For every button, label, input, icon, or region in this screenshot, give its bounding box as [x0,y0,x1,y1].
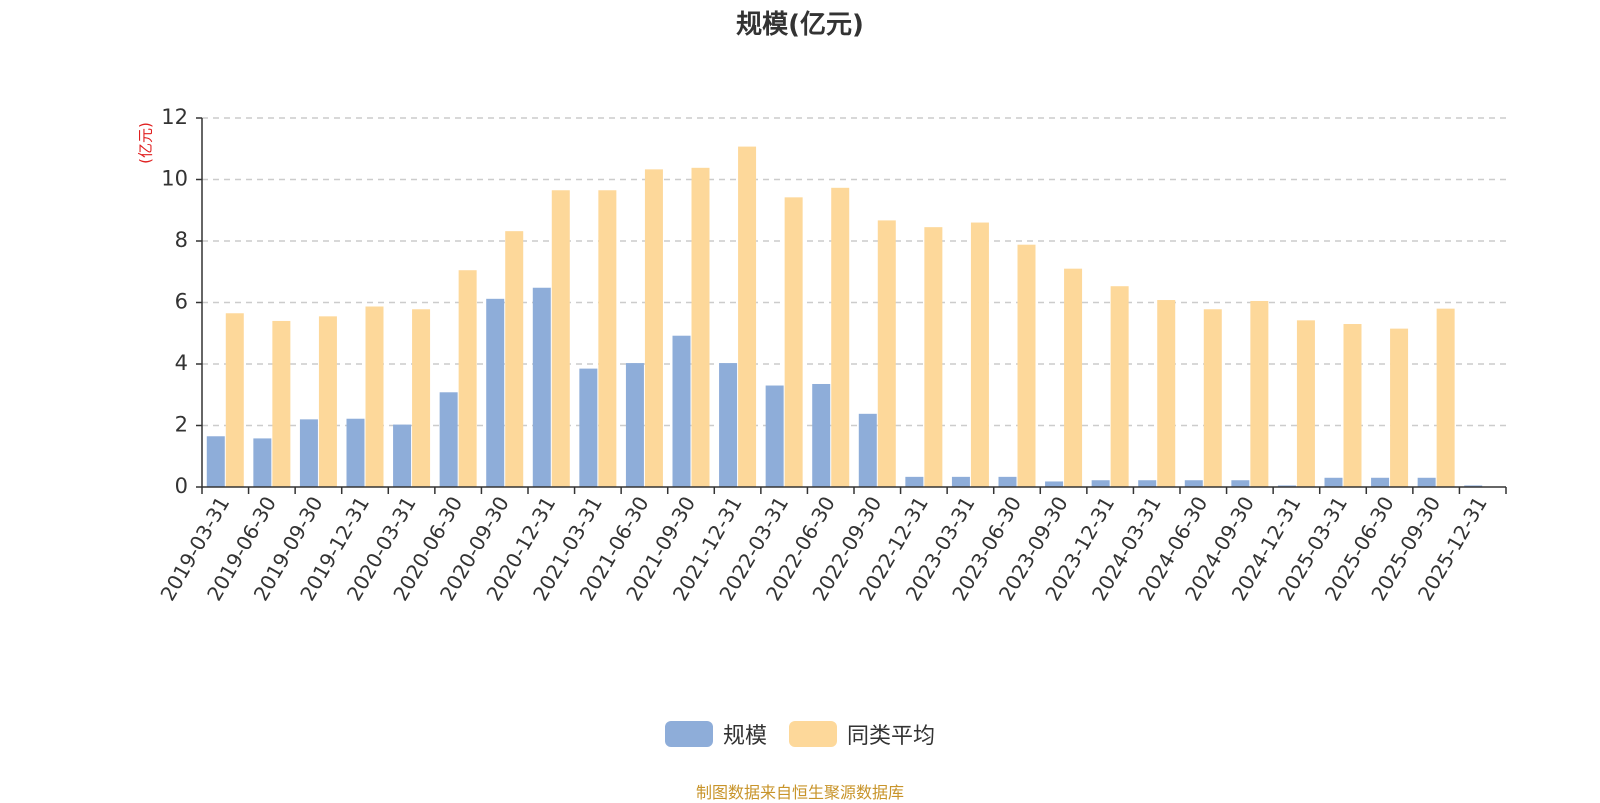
bar-peer-average[interactable] [1436,308,1455,487]
bar-peer-average[interactable] [365,306,384,487]
y-tick-label: 2 [175,413,188,437]
bar-peer-average[interactable] [318,316,337,487]
bar-scale[interactable] [1417,477,1436,487]
bar-peer-average[interactable] [691,167,710,487]
bar-peer-average[interactable] [505,231,524,487]
legend: 规模 同类平均 [0,718,1600,750]
bar-peer-average[interactable] [1017,244,1036,487]
bar-scale[interactable] [1045,481,1064,487]
bar-peer-average[interactable] [831,187,850,488]
bar-peer-average[interactable] [458,270,477,487]
bar-scale[interactable] [532,287,551,487]
chart-title: 规模(亿元) [736,10,864,40]
bar-peer-average[interactable] [1390,328,1409,487]
bar-peer-average[interactable] [644,169,663,488]
bar-scale[interactable] [346,418,365,487]
bar-peer-average[interactable] [225,313,244,487]
bar-scale[interactable] [1371,477,1390,487]
bar-scale[interactable] [905,476,924,487]
bar-scale[interactable] [858,413,877,487]
source-note: 制图数据来自恒生聚源数据库 [695,783,904,802]
bar-scale[interactable] [1138,480,1157,487]
bar-scale[interactable] [253,438,272,487]
y-tick-label: 0 [175,474,188,498]
y-tick-label: 6 [175,290,188,314]
y-axis-unit-label: (亿元) [137,122,155,164]
bar-peer-average[interactable] [1157,300,1176,487]
bar-peer-average[interactable] [1296,320,1315,487]
bar-peer-average[interactable] [412,309,431,487]
bar-peer-average[interactable] [272,320,291,487]
bar-scale[interactable] [1277,485,1296,487]
legend-item-scale[interactable]: 规模 [664,718,767,750]
legend-swatch-scale [664,721,713,747]
y-tick-label: 12 [161,105,188,129]
bar-peer-average[interactable] [551,190,570,487]
bar-peer-average[interactable] [738,146,757,487]
bar-scale[interactable] [1231,480,1250,487]
y-tick-label: 8 [175,228,188,252]
bar-scale[interactable] [625,363,644,487]
bar-scale[interactable] [672,335,691,487]
bar-peer-average[interactable] [924,227,943,487]
bar-scale[interactable] [719,363,738,487]
bar-scale[interactable] [393,424,412,487]
bar-scale[interactable] [812,383,831,487]
gridlines [202,117,1506,427]
bar-scale[interactable] [765,385,784,487]
bars [206,146,1483,488]
bar-scale[interactable] [1184,480,1203,487]
bar-scale[interactable] [998,476,1017,487]
bar-scale[interactable] [579,368,598,487]
bar-scale[interactable] [1324,477,1343,487]
bar-scale[interactable] [206,436,225,487]
bar-scale[interactable] [299,419,318,487]
bar-peer-average[interactable] [1064,268,1083,487]
y-tick-label: 4 [175,351,188,375]
bar-peer-average[interactable] [598,190,617,487]
axes [196,117,1507,494]
legend-label-peer-average: 同类平均 [847,724,936,749]
bar-scale[interactable] [951,476,970,487]
legend-swatch-peer-average [789,721,837,747]
legend-label-scale: 规模 [722,724,767,749]
bar-peer-average[interactable] [970,222,989,488]
bar-peer-average[interactable] [1203,309,1222,487]
bar-peer-average[interactable] [1250,300,1269,487]
bar-scale[interactable] [1091,480,1110,487]
bar-scale[interactable] [1464,485,1483,487]
bar-peer-average[interactable] [784,197,803,487]
y-tick-label: 10 [161,167,188,191]
bar-peer-average[interactable] [1110,286,1129,487]
legend-item-peer-average[interactable]: 同类平均 [789,718,935,750]
bar-scale[interactable] [486,298,505,487]
bar-scale[interactable] [439,392,458,487]
bar-peer-average[interactable] [877,220,896,487]
bar-peer-average[interactable] [1343,324,1362,487]
